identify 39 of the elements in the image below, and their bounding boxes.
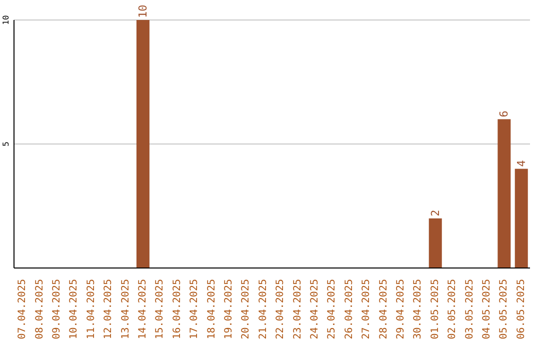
x-tick-label: 13.04.2025 xyxy=(120,279,132,340)
x-tick-label: 14.04.2025 xyxy=(138,279,148,340)
x-tick-label: 23.04.2025 xyxy=(292,279,304,340)
x-tick-label: 07.04.2025 xyxy=(17,279,28,340)
x-tick-label: 15.04.2025 xyxy=(154,279,166,340)
bar xyxy=(428,218,442,268)
x-tick-label: 10.04.2025 xyxy=(68,279,80,340)
x-tick-label: 19.04.2025 xyxy=(224,279,234,340)
x-tick-label: 02.05.2025 xyxy=(447,279,458,340)
x-tick-label: 28.04.2025 xyxy=(378,279,390,340)
x-tick-label: 04.05.2025 xyxy=(482,279,492,340)
x-tick-label: 12.04.2025 xyxy=(103,279,114,340)
x-tick-label: 30.04.2025 xyxy=(412,279,424,340)
data-label: 4 xyxy=(514,160,528,167)
x-tick-label: 22.04.2025 xyxy=(275,279,286,340)
x-tick-label: 09.04.2025 xyxy=(52,279,62,340)
x-tick-label: 16.04.2025 xyxy=(172,279,183,340)
x-tick-label: 08.04.2025 xyxy=(34,279,46,340)
x-tick-label: 20.04.2025 xyxy=(240,279,252,340)
data-label: 6 xyxy=(498,110,511,118)
x-tick-label: 26.04.2025 xyxy=(344,279,355,340)
x-tick-label: 01.05.2025 xyxy=(430,279,441,340)
x-tick-label: 27.04.2025 xyxy=(361,279,372,340)
x-tick-label: 03.05.2025 xyxy=(464,279,476,340)
data-label: 2 xyxy=(428,210,442,216)
bar xyxy=(498,119,511,268)
bar xyxy=(136,20,150,268)
x-tick-label: 05.05.2025 xyxy=(498,279,510,340)
x-tick-label: 25.04.2025 xyxy=(326,279,338,340)
y-tick-label: 5 xyxy=(2,141,10,146)
x-tick-label: 06.05.2025 xyxy=(516,279,527,340)
x-tick-label: 17.04.2025 xyxy=(189,279,200,340)
x-tick-label: 21.04.2025 xyxy=(258,279,269,340)
x-tick-label: 29.04.2025 xyxy=(396,279,406,340)
x-tick-label: 11.04.2025 xyxy=(86,279,97,340)
bar xyxy=(514,168,528,268)
x-tick-label: 18.04.2025 xyxy=(206,279,218,340)
data-label: 10 xyxy=(136,4,150,18)
x-tick-label: 24.04.2025 xyxy=(310,279,320,340)
